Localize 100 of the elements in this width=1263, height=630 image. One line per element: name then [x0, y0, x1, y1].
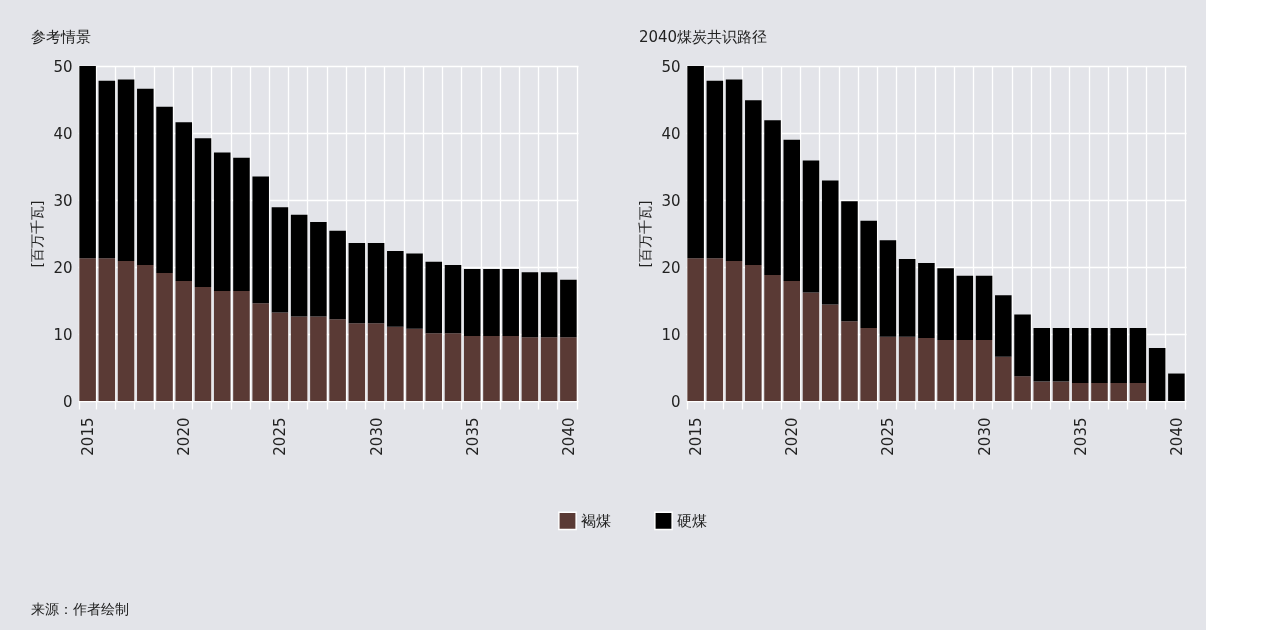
bar [783, 139, 801, 282]
bar [406, 328, 423, 401]
y-tick-label: 10 [661, 325, 681, 344]
bar [745, 264, 762, 401]
bar [725, 79, 743, 261]
x-tick-label: 2015 [79, 417, 98, 456]
y-tick-label: 0 [670, 392, 681, 411]
y-tick-label: 40 [53, 124, 73, 143]
bar [387, 250, 404, 327]
x-tick-label: 2030 [367, 417, 386, 456]
bar [821, 304, 839, 401]
bar [194, 138, 212, 288]
bar [175, 281, 193, 401]
bar [156, 273, 173, 401]
bar [521, 337, 539, 401]
chart-title: 参考情景 [30, 28, 91, 46]
bar [117, 260, 135, 401]
bar [367, 323, 385, 401]
bar [1091, 327, 1108, 383]
bar [687, 258, 704, 401]
bar [841, 201, 858, 322]
y-tick-label: 30 [661, 191, 681, 210]
bar [764, 275, 781, 401]
bar [502, 336, 519, 401]
bar [213, 152, 231, 292]
legend-label: 硬煤 [677, 511, 707, 530]
bar [745, 100, 762, 265]
bar [290, 214, 308, 317]
bar [1014, 314, 1031, 377]
bar [79, 258, 96, 401]
chart-title: 2040煤炭共识路径 [638, 28, 768, 46]
bar [975, 275, 993, 341]
bar [879, 240, 897, 337]
y-tick-label: 50 [661, 57, 681, 76]
bar [194, 287, 212, 401]
bar [310, 222, 327, 317]
y-tick-label: 10 [53, 325, 73, 344]
bar [783, 281, 801, 401]
bar [802, 292, 820, 401]
bar [271, 207, 289, 313]
source-note: 来源：作者绘制 [30, 601, 129, 617]
bar [483, 269, 500, 337]
bar [290, 316, 308, 401]
bar [79, 66, 96, 259]
bar [706, 258, 724, 401]
y-axis-title: [百万千瓦] [637, 200, 654, 268]
bar [860, 220, 877, 328]
y-tick-label: 40 [661, 124, 681, 143]
bar [1148, 348, 1166, 401]
x-tick-label: 2025 [271, 417, 290, 456]
bar [483, 336, 500, 401]
bar [956, 275, 974, 341]
bar [387, 326, 404, 401]
bar [1052, 381, 1070, 401]
x-tick-label: 2030 [975, 417, 994, 456]
bar [687, 66, 704, 259]
bar [898, 258, 916, 337]
bar [1110, 327, 1127, 383]
x-tick-label: 2025 [879, 417, 898, 456]
y-tick-label: 50 [53, 57, 73, 76]
bar [918, 262, 935, 339]
bar [560, 337, 577, 401]
bar [444, 333, 462, 401]
bar [233, 157, 250, 292]
bar [1071, 382, 1089, 401]
bar [463, 269, 481, 337]
bar [802, 160, 820, 293]
bar [879, 336, 897, 401]
y-axis-title: [百万千瓦] [29, 200, 46, 268]
x-tick-label: 2040 [1167, 417, 1186, 456]
bar [1052, 327, 1070, 382]
bar [898, 336, 916, 401]
bar [860, 327, 877, 401]
bar [406, 253, 423, 329]
bar [1033, 381, 1051, 401]
bar [252, 176, 269, 304]
bar [540, 337, 558, 401]
bar [348, 323, 366, 401]
y-tick-label: 30 [53, 191, 73, 210]
bar [425, 333, 443, 401]
x-tick-label: 2015 [687, 417, 706, 456]
bar [1129, 327, 1147, 383]
bar [995, 295, 1012, 357]
x-tick-label: 2040 [559, 417, 578, 456]
bar [1033, 327, 1051, 382]
bar [995, 356, 1012, 401]
bar [213, 291, 231, 401]
bar [137, 88, 154, 265]
y-tick-label: 0 [62, 392, 73, 411]
bar [329, 319, 346, 401]
bar [956, 340, 974, 401]
bar [937, 268, 954, 341]
bar [764, 120, 781, 276]
legend-label: 褐煤 [581, 511, 611, 530]
bar [918, 338, 935, 401]
bar [1129, 382, 1147, 401]
bar [725, 260, 743, 401]
bar [117, 79, 135, 261]
bar [975, 340, 993, 401]
bar [137, 264, 154, 401]
